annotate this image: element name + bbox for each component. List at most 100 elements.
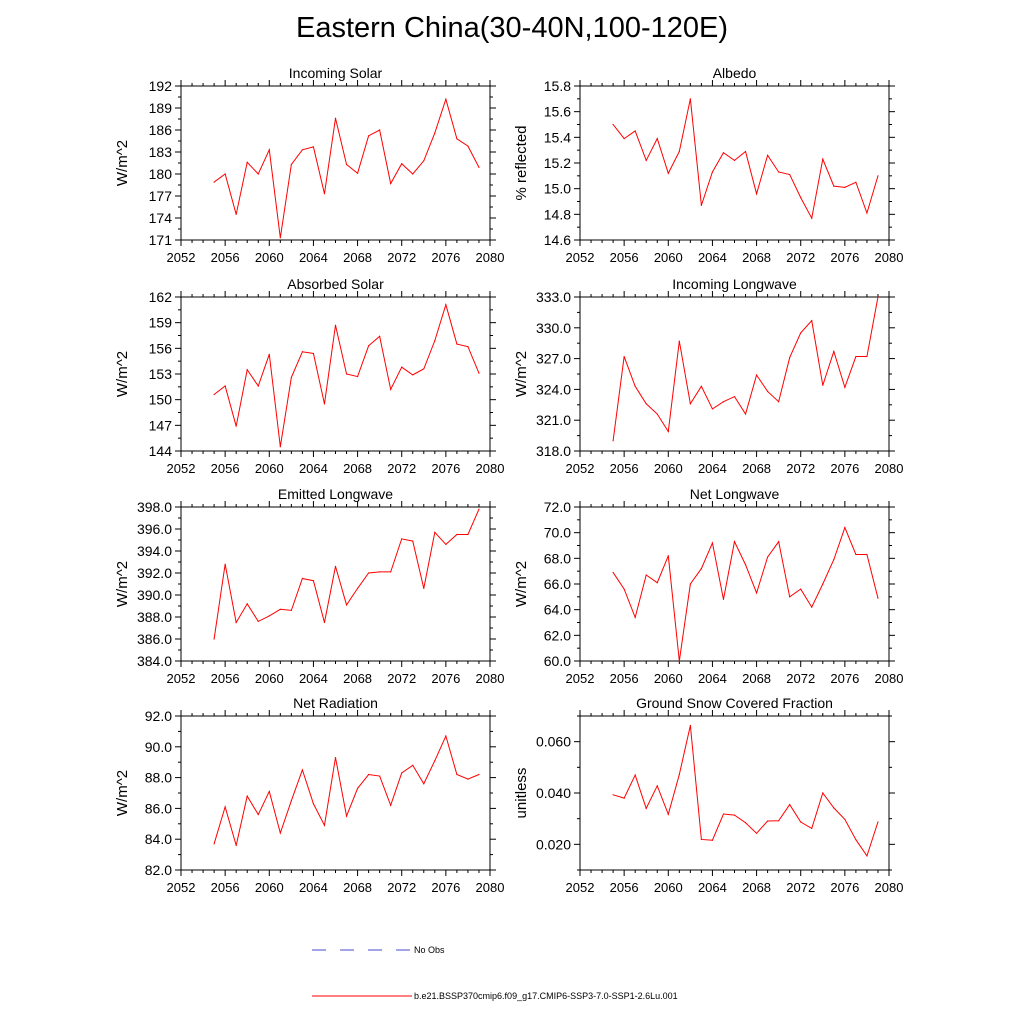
data-point bbox=[645, 159, 647, 162]
panel-8: Ground Snow Covered Fraction unitless 2052… bbox=[513, 695, 903, 895]
x-tick-label: 2060 bbox=[654, 461, 683, 476]
y-tick-label: 162 bbox=[149, 289, 173, 305]
x-tick-label: 2056 bbox=[211, 671, 240, 686]
x-tick-label: 2052 bbox=[566, 880, 595, 895]
y-axis-label: W/m^2 bbox=[114, 351, 131, 397]
data-point bbox=[257, 385, 259, 387]
data-point bbox=[722, 598, 725, 601]
data-point bbox=[257, 620, 259, 623]
panel-4: Incoming Longwave W/m^2 2052 2056 2060 2064 20… bbox=[513, 276, 903, 476]
data-point bbox=[434, 531, 436, 533]
x-tick-label: 2064 bbox=[299, 461, 328, 476]
x-tick-label: 2064 bbox=[698, 671, 727, 686]
data-point bbox=[235, 425, 237, 427]
y-tick-label: 159 bbox=[149, 315, 173, 331]
data-point bbox=[368, 572, 370, 574]
data-point bbox=[312, 146, 315, 148]
data-point bbox=[345, 163, 348, 166]
x-tick-label: 2076 bbox=[431, 880, 460, 895]
data-point bbox=[866, 355, 868, 358]
data-point bbox=[467, 778, 469, 780]
data-point bbox=[667, 813, 669, 815]
data-point bbox=[334, 324, 337, 326]
panel-6: Net Longwave W/m^2 2052 2056 2060 2064 2068 207… bbox=[513, 486, 903, 686]
x-tick-label: 2068 bbox=[343, 671, 372, 686]
data-point bbox=[268, 353, 270, 355]
plot-frame bbox=[180, 85, 491, 241]
panel-title: Net Radiation bbox=[293, 695, 378, 711]
y-tick-label: 84.0 bbox=[145, 831, 172, 847]
data-point bbox=[678, 773, 680, 776]
data-point bbox=[456, 343, 458, 345]
data-point bbox=[213, 638, 215, 640]
plot-frame bbox=[579, 296, 890, 452]
data-point bbox=[667, 430, 669, 433]
data-point bbox=[722, 401, 725, 403]
data-point bbox=[877, 175, 879, 177]
y-tick-label: 186 bbox=[149, 122, 173, 138]
data-point bbox=[623, 138, 625, 140]
data-point bbox=[379, 335, 381, 337]
data-point bbox=[345, 604, 348, 606]
y-tick-label: 82.0 bbox=[145, 862, 172, 878]
y-tick-label: 0.040 bbox=[536, 785, 571, 801]
data-point bbox=[478, 773, 480, 776]
y-axis-label: W/m^2 bbox=[513, 351, 530, 397]
panel-title: Ground Snow Covered Fraction bbox=[636, 695, 833, 711]
y-tick-label: 384.0 bbox=[137, 653, 172, 669]
y-tick-label: 14.8 bbox=[544, 206, 571, 222]
data-point bbox=[213, 843, 215, 845]
data-point bbox=[423, 160, 425, 162]
data-point bbox=[445, 98, 447, 100]
x-tick-label: 2080 bbox=[875, 250, 904, 265]
series-line bbox=[612, 526, 879, 662]
y-tick-label: 392.0 bbox=[137, 565, 172, 581]
x-tick-label: 2076 bbox=[830, 250, 859, 265]
y-axis-label: unitless bbox=[513, 768, 530, 819]
data-point bbox=[855, 553, 857, 556]
x-tick-label: 2080 bbox=[875, 461, 904, 476]
x-tick-label: 2068 bbox=[343, 461, 372, 476]
panel-title: Incoming Solar bbox=[289, 65, 383, 81]
y-tick-label: 153 bbox=[149, 366, 173, 382]
data-point bbox=[434, 760, 436, 762]
data-point bbox=[434, 340, 436, 342]
data-point bbox=[356, 587, 359, 590]
data-point bbox=[789, 596, 791, 598]
data-point bbox=[755, 832, 758, 834]
data-point bbox=[700, 568, 702, 570]
y-tick-label: 86.0 bbox=[145, 800, 172, 816]
x-tick-label: 2072 bbox=[387, 250, 416, 265]
y-tick-label: 398.0 bbox=[137, 499, 172, 515]
data-point bbox=[833, 350, 835, 353]
data-point bbox=[744, 564, 747, 566]
data-point bbox=[290, 800, 292, 802]
data-point bbox=[412, 173, 414, 175]
x-tick-label: 2076 bbox=[431, 461, 460, 476]
y-tick-label: 15.0 bbox=[544, 181, 571, 197]
x-tick-label: 2056 bbox=[610, 461, 639, 476]
plot-frame bbox=[579, 85, 890, 241]
y-tick-label: 327.0 bbox=[536, 351, 571, 367]
data-point bbox=[224, 806, 226, 808]
x-tick-label: 2056 bbox=[211, 461, 240, 476]
data-point bbox=[811, 320, 813, 322]
data-point bbox=[246, 161, 248, 163]
x-tick-label: 2072 bbox=[786, 671, 815, 686]
data-point bbox=[722, 813, 725, 815]
data-point bbox=[323, 621, 326, 624]
panel-5: Emitted Longwave W/m^2 2052 2056 2060 2064 206… bbox=[114, 486, 504, 686]
x-tick-label: 2072 bbox=[786, 880, 815, 895]
data-point bbox=[744, 822, 747, 824]
x-tick-label: 2052 bbox=[167, 880, 196, 895]
data-point bbox=[744, 150, 747, 153]
data-point bbox=[656, 138, 658, 140]
data-point bbox=[279, 237, 281, 239]
data-point bbox=[356, 375, 359, 378]
x-tick-label: 2080 bbox=[875, 880, 904, 895]
y-tick-label: 333.0 bbox=[536, 289, 571, 305]
data-point bbox=[368, 345, 370, 347]
y-tick-label: 183 bbox=[149, 144, 173, 160]
x-tick-label: 2072 bbox=[387, 880, 416, 895]
